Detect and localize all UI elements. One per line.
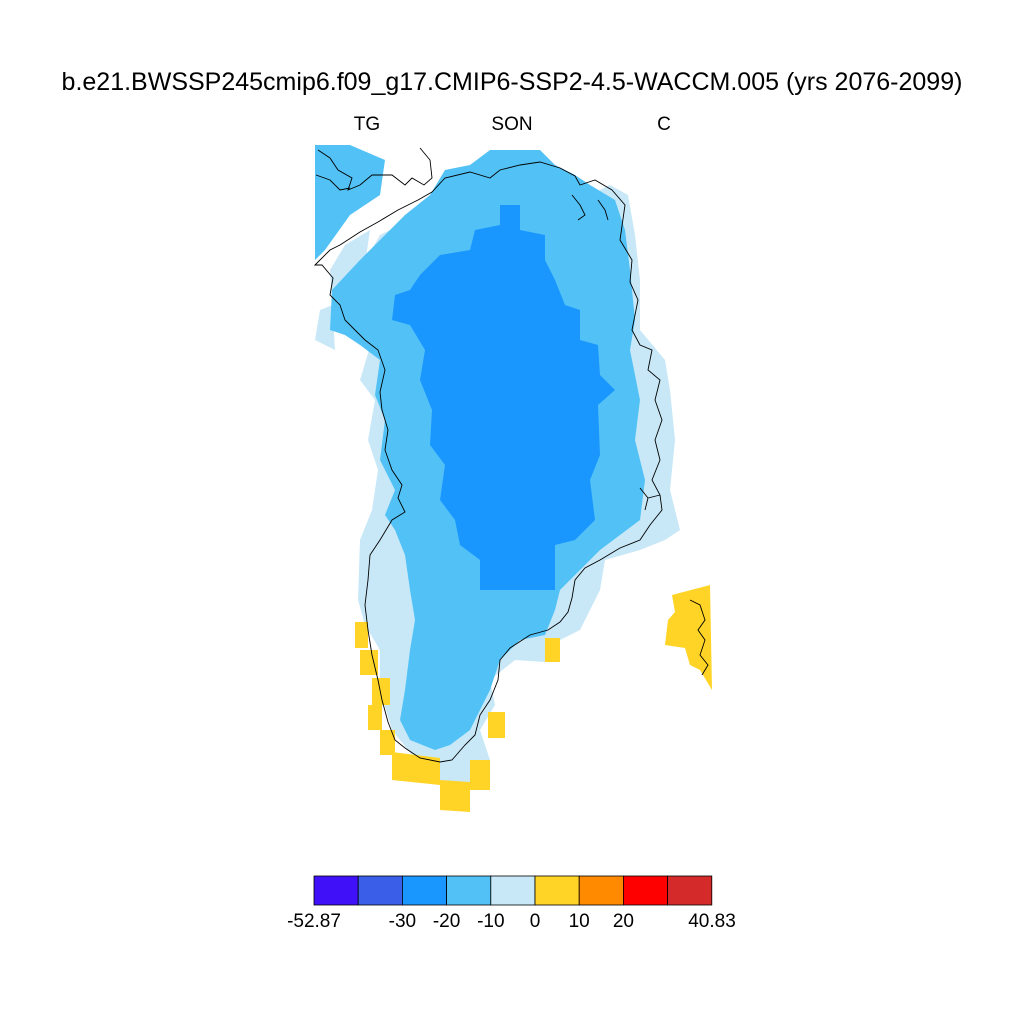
colorbar-tick-label: 10	[568, 911, 590, 932]
colorbar-bin	[490, 875, 536, 906]
colorbar-bin	[357, 875, 403, 906]
plot-title: b.e21.BWSSP245cmip6.f09_g17.CMIP6-SSP2-4…	[61, 68, 963, 96]
field-region-10-to-20	[355, 585, 712, 812]
colorbar-max-label: 40.83	[688, 911, 736, 932]
coastline	[313, 147, 709, 763]
units-label: C	[657, 114, 671, 135]
colorbar-bin	[401, 875, 447, 906]
colorbar-tick-label: 0	[529, 911, 541, 932]
colorbar-bin	[667, 875, 713, 906]
season-label: SON	[491, 114, 533, 135]
colorbar-bin	[578, 875, 624, 906]
colorbar-tick-label: -10	[477, 911, 505, 932]
colorbar-bin	[534, 875, 580, 906]
colorbar-bin	[623, 875, 669, 906]
colorbar-tick-label: -30	[388, 911, 417, 932]
field-region-minus20-to-minus10	[392, 205, 615, 590]
colorbar-tick-label: 20	[612, 911, 634, 932]
colorbar-tick-label: -20	[432, 911, 461, 932]
colorbar-min-label: -52.87	[287, 911, 341, 932]
colorbar-bin	[313, 875, 359, 906]
colorbar-bin	[446, 875, 492, 906]
variable-label: TG	[353, 114, 381, 135]
